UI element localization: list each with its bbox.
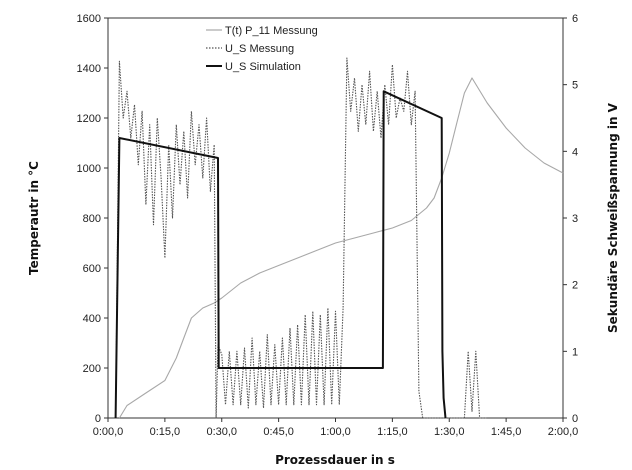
y2-tick-label: 3	[572, 213, 578, 225]
y-axis-title: Temperautr in °C	[27, 161, 41, 275]
x-tick-label: 0:00,0	[93, 426, 124, 438]
legend-label-measurement: U_S Messung	[225, 43, 294, 55]
x-tick-label: 0:45,0	[263, 426, 294, 438]
y-tick-label: 200	[83, 363, 101, 375]
y2-tick-label: 5	[572, 80, 578, 92]
temperature-series-line	[118, 77, 564, 419]
y-tick-label: 800	[83, 213, 101, 225]
legend-label-temperature: T(t) P_11 Messung	[225, 25, 318, 37]
legend: T(t) P_11 Messung U_S Messung U_S Simula…	[206, 25, 318, 73]
y2-tick-label: 1	[572, 346, 578, 358]
y-tick-label: 1000	[77, 163, 101, 175]
series-layer	[114, 57, 564, 419]
x-tick-label: 1:30,0	[434, 426, 465, 438]
x-axis-ticks: 0:00,0 0:15,0 0:30,0 0:45,0 1:00,0 1:15,0 1:30…	[93, 418, 579, 438]
x-tick-label: 1:15,0	[377, 426, 408, 438]
measurement-series-line	[115, 57, 488, 419]
y-axis-ticks: 0 200 400 600 800 1000 1200 1400 1600	[77, 13, 108, 425]
y2-tick-label: 0	[572, 413, 578, 425]
y2-tick-label: 4	[572, 146, 578, 158]
x-axis-title: Prozessdauer in s	[275, 453, 395, 467]
x-tick-label: 1:45,0	[491, 426, 522, 438]
y-tick-label: 600	[83, 263, 101, 275]
y-tick-label: 1600	[77, 13, 101, 25]
y2-tick-label: 2	[572, 280, 578, 292]
simulation-series-line	[114, 90, 447, 419]
y2-tick-label: 6	[572, 13, 578, 25]
y2-axis-title: Sekundäre Schweißspannung in V	[606, 102, 620, 333]
y-tick-label: 0	[95, 413, 101, 425]
y-tick-label: 400	[83, 313, 101, 325]
x-tick-label: 0:30,0	[206, 426, 237, 438]
x-tick-label: 2:00,0	[548, 426, 579, 438]
legend-label-simulation: U_S Simulation	[225, 61, 301, 73]
y-tick-label: 1400	[77, 63, 101, 75]
y2-axis-ticks: 0 1 2 3 4 5 6	[563, 13, 578, 425]
x-tick-label: 0:15,0	[150, 426, 181, 438]
y-tick-label: 1200	[77, 113, 101, 125]
x-tick-label: 1:00,0	[320, 426, 351, 438]
